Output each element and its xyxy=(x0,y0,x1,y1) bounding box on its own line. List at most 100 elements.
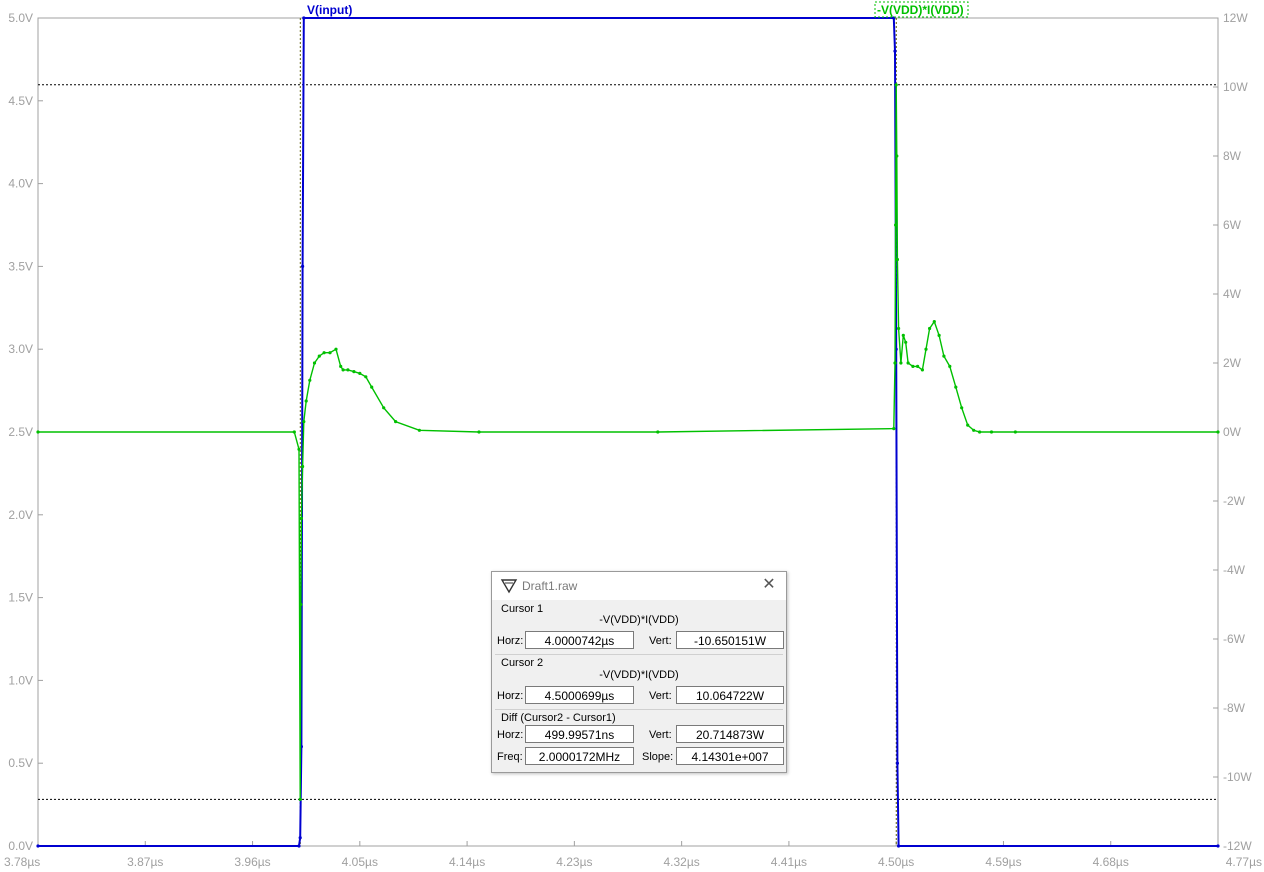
trace-label-input[interactable]: V(input) xyxy=(307,3,352,17)
data-point xyxy=(1013,430,1018,434)
x-tick-label: 4.32µs xyxy=(663,855,699,869)
left-tick-label: 2.0V xyxy=(8,508,33,522)
data-point xyxy=(382,406,386,410)
data-point xyxy=(656,430,660,434)
data-point xyxy=(308,378,312,382)
dialog-title: Draft1.raw xyxy=(522,579,578,593)
data-point xyxy=(302,16,306,20)
cursor-dialog: Draft1.raw ✕ Cursor 1 -V(VDD)*I(VDD) Hor… xyxy=(491,571,787,773)
data-point xyxy=(899,361,903,365)
left-tick-label: 1.5V xyxy=(8,591,33,605)
data-point xyxy=(916,364,920,368)
left-tick-label: 3.0V xyxy=(8,342,33,356)
data-point xyxy=(894,83,898,87)
left-tick-label: 3.5V xyxy=(8,259,33,273)
data-point xyxy=(920,368,925,372)
data-point xyxy=(341,368,345,372)
data-point xyxy=(334,347,338,351)
data-point xyxy=(301,264,305,268)
right-tick-label: 8W xyxy=(1223,149,1242,163)
cursor1-horz-field[interactable]: 4.0000742µs xyxy=(525,631,634,649)
dialog-titlebar: Draft1.raw ✕ xyxy=(492,572,786,600)
right-tick-label: -2W xyxy=(1223,494,1246,508)
left-tick-label: 4.5V xyxy=(8,94,33,108)
right-axis-ticks: -12W -10W -8W -6W -4W -2W 0W 2W 4W 6W 8W 10W 12W xyxy=(1213,11,1252,853)
left-tick-label: 4.0V xyxy=(8,177,33,191)
x-tick-label: 3.78µs xyxy=(4,855,40,869)
data-point xyxy=(358,371,362,375)
cursor2-vert-label: Vert: xyxy=(649,690,672,702)
data-point xyxy=(299,516,303,520)
data-point xyxy=(897,844,901,848)
cursor2-title: Cursor 2 xyxy=(501,657,544,669)
cursor1-vert-field[interactable]: -10.650151W xyxy=(676,631,784,649)
data-point xyxy=(394,420,398,424)
diff-slope-field[interactable]: 4.14301e+007 xyxy=(676,747,784,765)
divider xyxy=(495,654,783,655)
data-point xyxy=(911,364,915,368)
data-point xyxy=(928,326,932,331)
data-point xyxy=(352,370,356,374)
data-point xyxy=(301,464,305,469)
x-axis-ticks: 3.78µs 3.87µs 3.96µs 4.05µs 4.14µs 4.23µs 4.32… xyxy=(4,841,1262,869)
data-point xyxy=(932,320,936,324)
cursor1-expression: -V(VDD)*I(VDD) xyxy=(599,614,679,626)
cursor2-vert-field[interactable]: 10.064722W xyxy=(676,686,784,704)
close-icon[interactable]: ✕ xyxy=(762,576,776,593)
x-tick-label: 3.96µs xyxy=(234,855,270,869)
data-point xyxy=(895,761,900,765)
data-point xyxy=(989,430,994,434)
diff-horz-field[interactable]: 499.99571ns xyxy=(525,725,634,743)
traces xyxy=(36,16,1220,848)
left-tick-label: 0.0V xyxy=(8,839,33,853)
right-tick-label: 0W xyxy=(1223,425,1242,439)
cursor1-title: Cursor 1 xyxy=(501,603,544,615)
data-point xyxy=(364,375,368,379)
diff-freq-field[interactable]: 2.0000172MHz xyxy=(525,747,634,765)
right-tick-label: 2W xyxy=(1223,356,1242,370)
diff-vert-field[interactable]: 20.714873W xyxy=(676,725,784,743)
x-tick-label: 4.23µs xyxy=(556,855,592,869)
right-tick-label: 12W xyxy=(1223,11,1248,25)
right-tick-label: -12W xyxy=(1223,839,1252,853)
data-point xyxy=(893,361,897,365)
x-tick-label: 4.05µs xyxy=(342,855,378,869)
data-point xyxy=(312,361,317,365)
data-point xyxy=(298,797,302,802)
data-point xyxy=(322,351,326,355)
data-point xyxy=(297,844,301,848)
data-point xyxy=(895,257,900,262)
data-point xyxy=(304,399,308,403)
data-point xyxy=(954,385,958,389)
diff-freq-label: Freq: xyxy=(497,751,523,763)
x-tick-label: 4.77µs xyxy=(1226,855,1262,869)
left-axis-ticks: 0.0V 0.5V 1.0V 1.5V 2.0V 2.5V 3.0V 3.5V 4.0V 4.5V… xyxy=(8,11,43,853)
data-point xyxy=(36,844,40,848)
data-point xyxy=(346,368,350,372)
diff-slope-label: Slope: xyxy=(642,751,674,763)
left-tick-label: 1.0V xyxy=(8,673,33,687)
data-point xyxy=(948,364,952,368)
trace-label-power[interactable]: -V(VDD)*I(VDD) xyxy=(877,3,964,17)
right-tick-label: 6W xyxy=(1223,218,1242,232)
data-point xyxy=(417,428,421,432)
right-tick-label: 10W xyxy=(1223,80,1248,94)
data-point xyxy=(906,361,910,365)
right-tick-label: -10W xyxy=(1223,770,1252,784)
data-point xyxy=(972,428,976,432)
data-point xyxy=(302,420,306,424)
data-point xyxy=(978,430,982,434)
cursor2-horz-field[interactable]: 4.5000699µs xyxy=(525,686,634,704)
data-point xyxy=(895,154,899,158)
trace-label-power-box xyxy=(874,1,969,18)
data-point xyxy=(299,602,303,607)
cursor1-horz-label: Horz: xyxy=(497,635,524,647)
data-point xyxy=(894,223,898,227)
left-tick-label: 5.0V xyxy=(8,11,33,25)
cursor2-horz-label: Horz: xyxy=(497,690,524,702)
right-tick-label: -8W xyxy=(1223,701,1246,715)
data-point xyxy=(328,351,332,355)
data-point xyxy=(1216,430,1220,434)
data-point xyxy=(1216,844,1220,848)
